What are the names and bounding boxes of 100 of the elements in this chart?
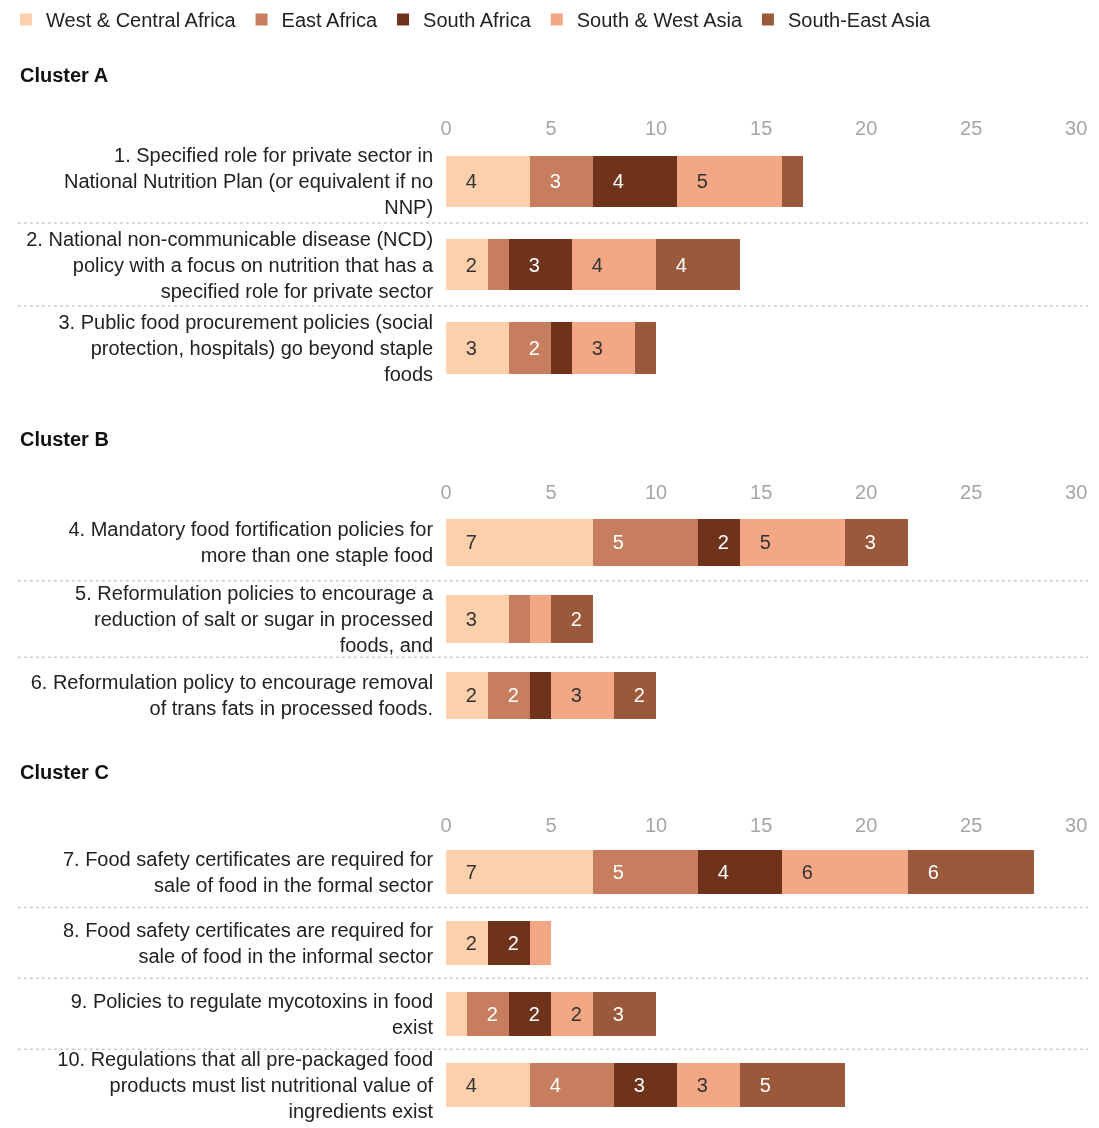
bar: [635, 321, 657, 374]
x-tick-label: 20: [855, 813, 878, 836]
data-label: 3: [680, 1073, 708, 1096]
bar: [740, 1062, 846, 1107]
bar: [446, 595, 510, 643]
bar: [488, 671, 531, 720]
bar: [446, 849, 594, 894]
bar: [740, 518, 846, 567]
data-label: 3: [617, 1073, 645, 1096]
data-label: 3: [575, 336, 603, 359]
data-label: 6: [785, 860, 813, 883]
bar: [446, 1062, 531, 1107]
x-tick-label: 15: [750, 481, 773, 504]
data-label: 2: [554, 607, 582, 630]
y-tick-label: 3. Public food procurement policies (social protection, hospitals) go beyond staple foods: [58, 310, 434, 385]
data-label: 4: [575, 253, 603, 276]
bar: [593, 849, 699, 894]
y-tick-label: 1. Specified role for private sector in National Nutrition Plan (or equivalent if no NNP): [63, 144, 434, 219]
data-label: 4: [596, 170, 624, 193]
y-tick-label: 10. Regulations that all pre-packaged food products must list nutritional value of ingredients exist: [57, 1047, 434, 1122]
data-label: 2: [512, 1002, 540, 1025]
x-tick-label: 30: [1065, 481, 1088, 504]
y-tick-label: 9. Policies to regulate mycotoxins in food exist: [70, 989, 434, 1038]
data-label: 3: [449, 336, 477, 359]
bar: [446, 920, 489, 965]
text: Cluster C: [20, 761, 109, 783]
data-label: 2: [617, 684, 645, 707]
legend-label: South-East Asia: [787, 9, 932, 32]
y-tick-label: 7. Food safety certificates are required for sale of food in the formal sector: [62, 847, 434, 896]
x-tick-label: 0: [440, 481, 452, 504]
bar: [782, 155, 804, 208]
bar: [593, 991, 657, 1036]
data-label: 7: [449, 860, 477, 883]
data-label: 5: [596, 860, 624, 883]
x-tick-label: 25: [960, 813, 983, 836]
bar: [698, 518, 741, 567]
data-label: 3: [848, 531, 876, 554]
data-label: 3: [596, 1002, 624, 1025]
x-tick-label: 10: [644, 481, 668, 504]
bar: [509, 991, 552, 1036]
bar: [782, 849, 909, 894]
bar: [677, 1062, 741, 1107]
bar: [530, 595, 552, 643]
legend-label: East Africa: [281, 9, 379, 32]
x-tick-label: 20: [855, 481, 878, 504]
bar: [446, 991, 468, 1036]
x-tick-label: 5: [545, 481, 557, 504]
data-label: 2: [701, 531, 729, 554]
data-label: 5: [743, 1073, 771, 1096]
bar: [530, 671, 552, 720]
bar: [530, 920, 552, 965]
bar: [551, 991, 594, 1036]
data-label: 4: [701, 860, 729, 883]
x-tick-label: 10: [644, 813, 668, 836]
data-label: 2: [491, 931, 519, 954]
x-tick-label: 30: [1065, 813, 1088, 836]
bar: [551, 321, 573, 374]
bar: [572, 238, 657, 291]
text: Cluster B: [20, 428, 109, 450]
bar: [845, 518, 909, 567]
bar: [446, 238, 489, 291]
bar: [488, 920, 531, 965]
data-label: 3: [554, 684, 582, 707]
bar: [530, 1062, 615, 1107]
bar: [593, 518, 699, 567]
data-label: 2: [491, 684, 519, 707]
bar: [446, 155, 531, 208]
data-label: 2: [512, 336, 540, 359]
x-tick-label: 15: [750, 116, 773, 139]
x-tick-label: 20: [855, 116, 878, 139]
data-label: 4: [659, 253, 687, 276]
data-label: 2: [449, 253, 477, 276]
x-tick-label: 0: [440, 116, 452, 139]
bar: [488, 238, 510, 291]
x-tick-label: 10: [644, 116, 668, 139]
bar: [614, 1062, 678, 1107]
data-label: 5: [680, 170, 708, 193]
data-label: 2: [449, 931, 477, 954]
bar: [572, 321, 636, 374]
data-label: 5: [743, 531, 771, 554]
text: Cluster A: [20, 64, 109, 86]
x-tick-label: 25: [960, 116, 983, 139]
data-label: 5: [596, 531, 624, 554]
data-label: 4: [449, 170, 477, 193]
bar: [509, 238, 573, 291]
data-label: 3: [512, 253, 540, 276]
bar: [446, 671, 489, 720]
bar: [509, 321, 552, 374]
bar: [446, 518, 594, 567]
bar: [614, 671, 657, 720]
x-tick-label: 5: [545, 116, 557, 139]
data-label: 4: [533, 1073, 561, 1096]
x-tick-label: 25: [960, 481, 983, 504]
bar: [656, 238, 741, 291]
bar: [446, 321, 510, 374]
bar: [530, 155, 594, 208]
x-tick-label: 15: [750, 813, 773, 836]
data-label: 2: [449, 684, 477, 707]
data-label: 2: [554, 1002, 582, 1025]
data-label: 3: [533, 170, 561, 193]
